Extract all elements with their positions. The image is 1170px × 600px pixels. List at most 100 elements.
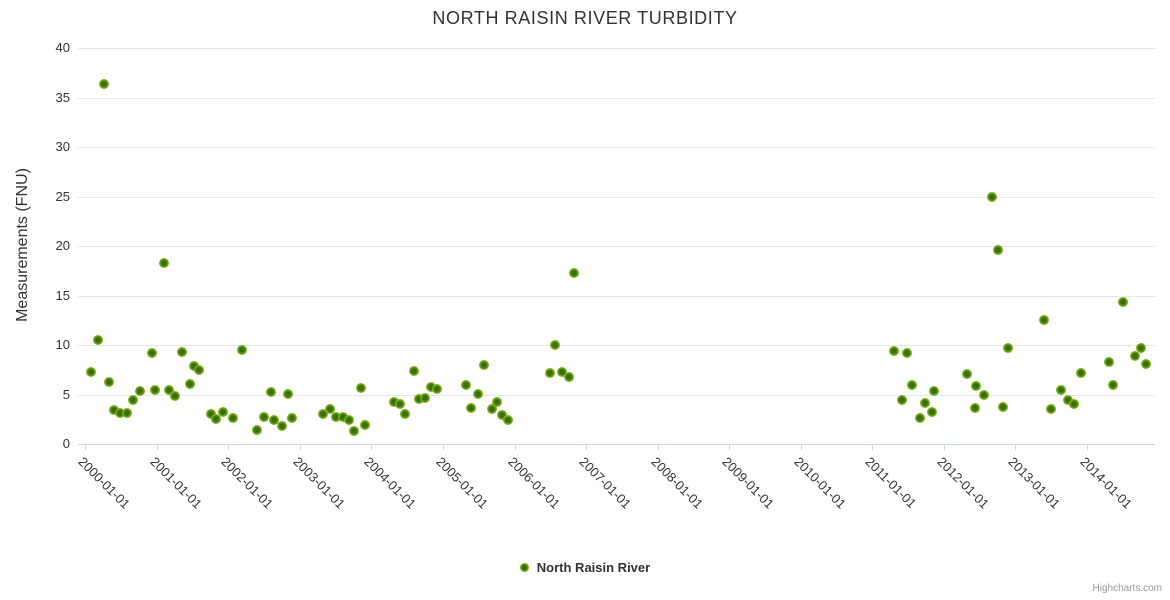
data-point[interactable] [211, 414, 221, 424]
data-point[interactable] [1141, 359, 1151, 369]
legend-item-north-raisin-river[interactable]: North Raisin River [0, 560, 1170, 575]
highcharts-credits-link[interactable]: Highcharts.com [1092, 583, 1162, 594]
data-point[interactable] [987, 192, 997, 202]
x-axis-label: 2010-01-01 [791, 454, 850, 512]
data-point[interactable] [993, 245, 1003, 255]
data-point[interactable] [1076, 368, 1086, 378]
data-point[interactable] [503, 415, 513, 425]
data-point[interactable] [86, 367, 96, 377]
data-point[interactable] [164, 385, 174, 395]
y-axis-label: 35 [55, 90, 70, 105]
data-point[interactable] [1039, 315, 1049, 325]
x-axis-tick [944, 444, 945, 450]
data-point[interactable] [497, 410, 507, 420]
data-point[interactable] [159, 258, 169, 268]
data-point[interactable] [266, 387, 276, 397]
data-point[interactable] [998, 402, 1008, 412]
data-point[interactable] [277, 421, 287, 431]
data-point[interactable] [569, 268, 579, 278]
data-point[interactable] [971, 381, 981, 391]
data-point[interactable] [1136, 343, 1146, 353]
data-point[interactable] [122, 408, 132, 418]
data-point[interactable] [1056, 385, 1066, 395]
x-axis-tick [1015, 444, 1016, 450]
data-point[interactable] [1118, 297, 1128, 307]
data-point[interactable] [466, 403, 476, 413]
data-point[interactable] [338, 412, 348, 422]
data-point[interactable] [400, 409, 410, 419]
data-point[interactable] [135, 386, 145, 396]
data-point[interactable] [897, 395, 907, 405]
data-point[interactable] [109, 405, 119, 415]
data-point[interactable] [93, 335, 103, 345]
data-point[interactable] [177, 347, 187, 357]
data-point[interactable] [252, 425, 262, 435]
data-point[interactable] [927, 407, 937, 417]
x-axis-tick [515, 444, 516, 450]
data-point[interactable] [194, 365, 204, 375]
data-point[interactable] [970, 403, 980, 413]
data-point[interactable] [287, 413, 297, 423]
data-point[interactable] [545, 368, 555, 378]
data-point[interactable] [170, 391, 180, 401]
data-point[interactable] [962, 369, 972, 379]
data-point[interactable] [99, 79, 109, 89]
data-point[interactable] [550, 340, 560, 350]
data-point[interactable] [907, 380, 917, 390]
data-point[interactable] [185, 379, 195, 389]
data-point[interactable] [344, 415, 354, 425]
data-point[interactable] [325, 404, 335, 414]
data-point[interactable] [349, 426, 359, 436]
data-point[interactable] [331, 412, 341, 422]
data-point[interactable] [389, 397, 399, 407]
data-point[interactable] [1069, 399, 1079, 409]
data-point[interactable] [929, 386, 939, 396]
data-point[interactable] [206, 409, 216, 419]
data-point[interactable] [128, 395, 138, 405]
data-point[interactable] [473, 389, 483, 399]
data-point[interactable] [414, 394, 424, 404]
data-point[interactable] [283, 389, 293, 399]
data-point[interactable] [409, 366, 419, 376]
x-axis-label: 2007-01-01 [576, 454, 635, 512]
data-point[interactable] [479, 360, 489, 370]
data-point[interactable] [150, 385, 160, 395]
data-point[interactable] [564, 372, 574, 382]
data-point[interactable] [1104, 357, 1114, 367]
data-point[interactable] [356, 383, 366, 393]
data-point[interactable] [218, 407, 228, 417]
data-point[interactable] [1130, 351, 1140, 361]
data-point[interactable] [259, 412, 269, 422]
y-axis-label: 30 [55, 139, 70, 154]
data-point[interactable] [228, 413, 238, 423]
data-point[interactable] [432, 384, 442, 394]
data-point[interactable] [237, 345, 247, 355]
data-point[interactable] [318, 409, 328, 419]
x-axis-label: 2000-01-01 [75, 454, 134, 512]
y-axis-label: 40 [55, 40, 70, 55]
data-point[interactable] [889, 346, 899, 356]
data-point[interactable] [115, 408, 125, 418]
data-point[interactable] [104, 377, 114, 387]
data-point[interactable] [420, 393, 430, 403]
data-point[interactable] [1046, 404, 1056, 414]
x-axis-label: 2013-01-01 [1005, 454, 1064, 512]
data-point[interactable] [492, 397, 502, 407]
data-point[interactable] [269, 415, 279, 425]
data-point[interactable] [1108, 380, 1118, 390]
x-axis-tick [300, 444, 301, 450]
data-point[interactable] [920, 398, 930, 408]
data-point[interactable] [902, 348, 912, 358]
data-point[interactable] [1003, 343, 1013, 353]
data-point[interactable] [395, 399, 405, 409]
x-axis-label: 2002-01-01 [218, 454, 277, 512]
data-point[interactable] [915, 413, 925, 423]
data-point[interactable] [147, 348, 157, 358]
data-point[interactable] [461, 380, 471, 390]
data-point[interactable] [487, 404, 497, 414]
data-point[interactable] [426, 382, 436, 392]
data-point[interactable] [557, 367, 567, 377]
data-point[interactable] [1063, 395, 1073, 405]
data-point[interactable] [360, 420, 370, 430]
data-point[interactable] [979, 390, 989, 400]
